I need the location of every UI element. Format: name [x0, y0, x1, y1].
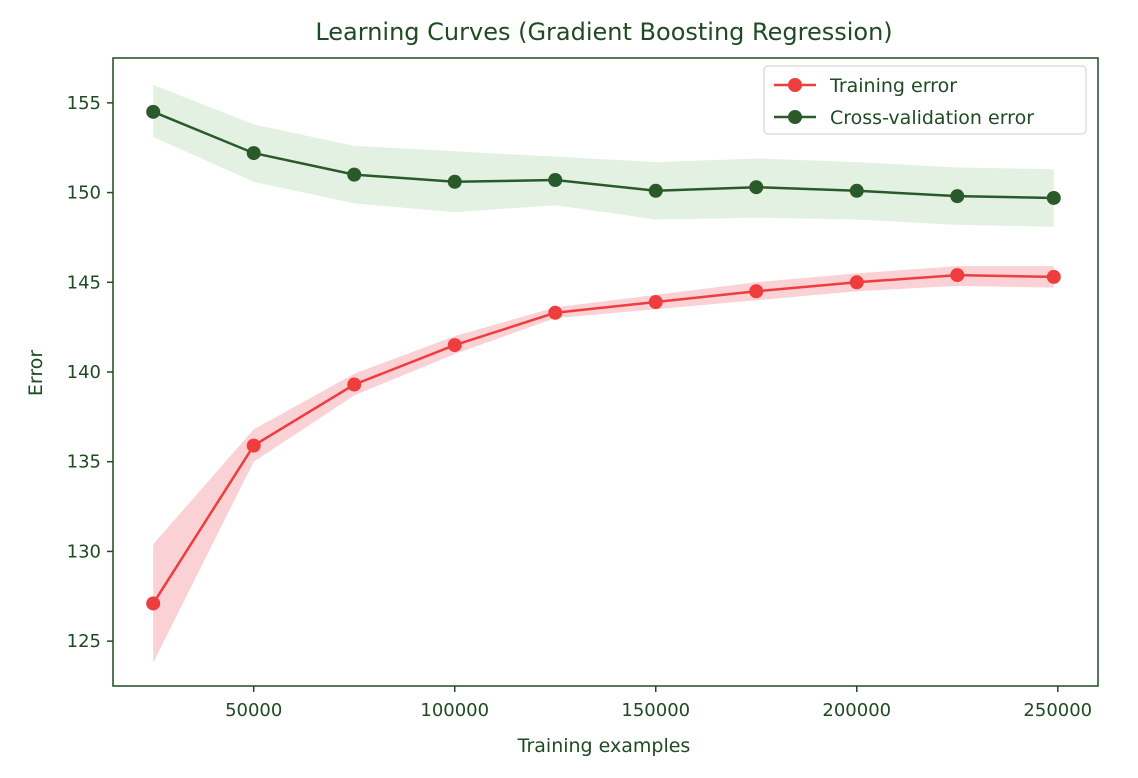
legend-marker-0: [788, 78, 802, 92]
band-series-0: [153, 266, 1054, 663]
x-axis-label: Training examples: [517, 735, 691, 757]
point-series-0-1: [246, 438, 261, 453]
y-axis-label: Error: [25, 350, 47, 397]
y-tick-label-2: 135: [67, 452, 101, 473]
legend-box: [763, 65, 1087, 135]
y-tick-label-0: 125: [67, 631, 101, 652]
point-series-0-5: [648, 295, 663, 310]
point-series-1-3: [447, 174, 462, 189]
point-series-0-3: [447, 338, 462, 353]
point-series-0-2: [347, 377, 362, 392]
legend-marker-1: [788, 110, 802, 124]
axes: 50000 100000 150000 200000 250000 125 130 135 14…: [67, 57, 1099, 721]
x-tick-label-0: 50000: [225, 700, 282, 721]
point-series-0-8: [950, 268, 965, 283]
x-tick-label-2: 150000: [621, 700, 690, 721]
line-series-1: [152, 110, 1054, 200]
series-points: [146, 104, 1061, 611]
point-series-0-0: [146, 596, 161, 611]
point-series-1-9: [1046, 190, 1061, 205]
point-series-0-6: [749, 284, 764, 299]
y-tick-label-5: 150: [67, 183, 101, 204]
point-series-1-2: [347, 167, 362, 182]
series-lines: [152, 110, 1054, 605]
point-series-0-7: [849, 275, 864, 290]
point-series-1-5: [648, 183, 663, 198]
legend-label-1: Cross-validation error: [830, 107, 1034, 129]
y-tick-label-4: 145: [67, 272, 101, 293]
legend: Training error Cross-validation error: [763, 65, 1087, 135]
point-series-1-6: [749, 180, 764, 195]
x-tick-label-4: 250000: [1023, 700, 1092, 721]
x-tick-label-3: 200000: [822, 700, 891, 721]
point-series-0-9: [1046, 269, 1061, 284]
chart-title: Learning Curves (Gradient Boosting Regre…: [315, 18, 892, 46]
y-tick-label-1: 130: [67, 541, 101, 562]
point-series-1-0: [146, 104, 161, 119]
x-tick-label-1: 100000: [420, 700, 489, 721]
y-tick-label-6: 155: [67, 93, 101, 114]
point-series-1-4: [548, 173, 563, 188]
point-series-0-4: [548, 305, 563, 320]
line-series-0: [152, 273, 1054, 605]
point-series-1-7: [849, 183, 864, 198]
band-series-1: [153, 84, 1054, 227]
y-tick-label-3: 140: [67, 362, 101, 383]
point-series-1-8: [950, 189, 965, 204]
point-series-1-1: [246, 146, 261, 161]
confidence-bands: [153, 84, 1054, 663]
legend-label-0: Training error: [829, 75, 957, 97]
